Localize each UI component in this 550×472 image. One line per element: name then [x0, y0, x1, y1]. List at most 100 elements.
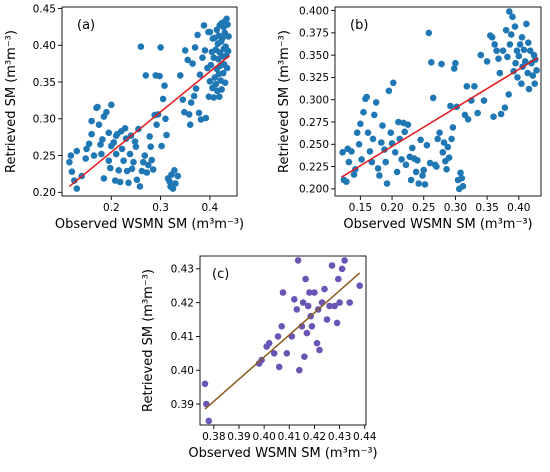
data-point [343, 178, 350, 185]
data-point [103, 108, 110, 116]
data-point [501, 104, 509, 111]
data-point [67, 152, 75, 159]
data-point [85, 140, 93, 148]
data-point [82, 155, 89, 162]
data-point [294, 257, 302, 264]
data-point [391, 149, 399, 156]
data-point [143, 169, 151, 176]
data-point [448, 135, 455, 143]
x-tick-label: 0.40 [252, 431, 275, 443]
x-tick-label: 0.25 [412, 202, 435, 214]
regression-line [340, 57, 539, 178]
data-point [275, 363, 283, 371]
x-axis-label: Observed WSMN SM (m³m⁻³) [343, 217, 532, 232]
data-point [423, 141, 431, 149]
data-point [185, 111, 193, 118]
data-point [224, 21, 231, 28]
data-point [463, 83, 471, 90]
data-point [447, 102, 454, 110]
data-point [90, 152, 98, 159]
data-point [216, 93, 223, 100]
data-point [316, 346, 323, 354]
data-point [206, 28, 214, 36]
data-point [523, 20, 530, 28]
data-point [206, 78, 214, 85]
y-tick-label: 0.39 [171, 399, 194, 411]
data-point [99, 136, 106, 143]
data-point [200, 22, 208, 29]
data-point [326, 302, 333, 310]
data-point [145, 161, 152, 169]
data-point [504, 53, 511, 61]
x-tick-label: 0.20 [380, 202, 403, 214]
data-point [507, 31, 515, 38]
data-point [66, 158, 73, 166]
data-point [224, 47, 232, 55]
y-axis-label: Retrieved SM (m³m⁻³) [4, 30, 19, 173]
data-point [184, 56, 191, 64]
y-tick-label: 0.375 [299, 28, 329, 40]
data-point [372, 99, 380, 106]
y-tick-label: 0.42 [171, 297, 194, 309]
data-point [157, 44, 164, 51]
data-point [279, 289, 287, 296]
scatter-panel-2: 0.15 0.20 0.25 0.30 0.35 0.40 0.200 0.225 0.250 0… [277, 5, 542, 232]
data-point [429, 94, 437, 102]
data-point [274, 333, 282, 340]
data-point [323, 316, 331, 323]
data-point [371, 111, 378, 119]
data-point [196, 71, 204, 78]
data-point [458, 174, 466, 182]
data-point [382, 158, 390, 166]
data-point [98, 150, 105, 158]
x-tick-label: 0.2 [103, 202, 120, 214]
data-point [296, 366, 303, 374]
x-tick-label: 0.35 [475, 202, 498, 214]
data-point [509, 13, 516, 21]
data-point [100, 175, 108, 182]
axes-frame [199, 255, 367, 426]
scatter-panel-3: 0.38 0.39 0.40 0.41 0.42 0.43 0.440.390.400.41… [141, 255, 378, 461]
data-point [412, 168, 420, 176]
data-point [161, 82, 168, 89]
data-point [401, 128, 409, 136]
x-tick-label: 0.4 [202, 202, 219, 214]
data-point [440, 139, 448, 146]
data-point [425, 29, 433, 37]
data-point [179, 96, 187, 103]
data-point [480, 97, 488, 104]
data-point [436, 129, 443, 136]
data-point [438, 60, 445, 68]
y-tick-label: 0.350 [299, 50, 329, 62]
data-point [379, 122, 386, 129]
data-point [518, 80, 525, 87]
data-point [346, 299, 354, 306]
data-point [156, 72, 163, 80]
data-point [142, 72, 150, 79]
data-point [88, 117, 95, 125]
data-point [464, 116, 472, 123]
y-tick-label: 0.275 [299, 117, 329, 129]
data-point [443, 166, 450, 173]
data-point [369, 135, 377, 143]
y-tick-label: 0.300 [299, 95, 329, 107]
data-point [166, 178, 173, 185]
data-point [393, 168, 401, 176]
y-tick-label: 0.325 [299, 72, 329, 84]
data-point [358, 156, 365, 163]
data-point [419, 172, 426, 179]
data-point [223, 64, 231, 72]
data-point [111, 177, 119, 184]
data-point [137, 43, 145, 50]
data-point [350, 171, 358, 178]
data-point [219, 69, 227, 77]
data-point [417, 136, 424, 144]
data-point [110, 139, 118, 146]
x-tick-label: 0.39 [227, 431, 250, 443]
data-point [88, 130, 95, 138]
data-point [513, 47, 521, 54]
x-tick-label: 0.3 [152, 202, 169, 214]
data-point [434, 135, 442, 143]
data-point [304, 302, 312, 310]
